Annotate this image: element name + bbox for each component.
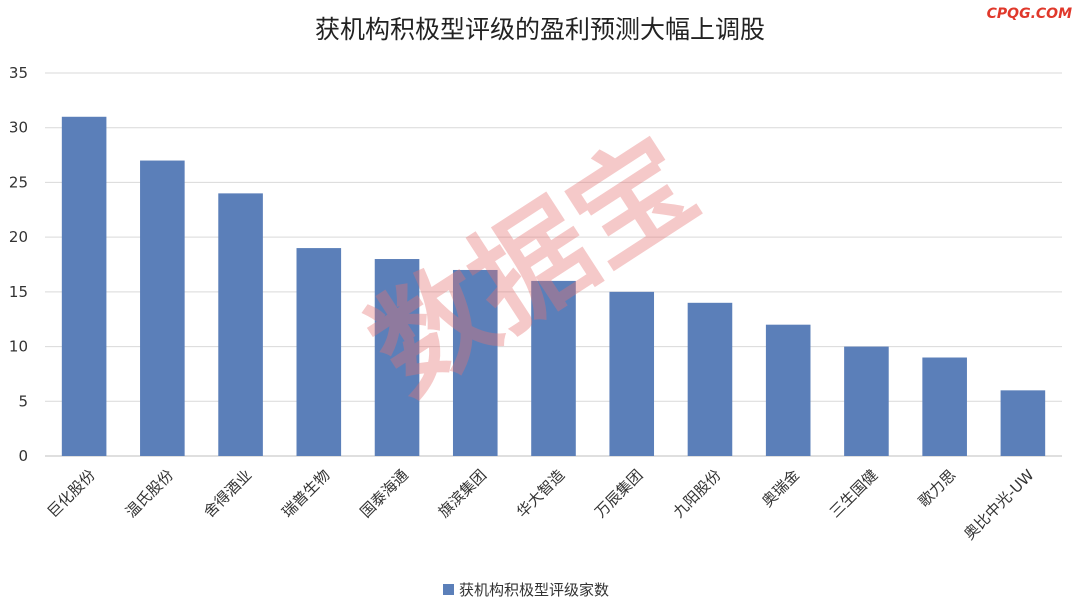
x-category-label: 奥比中光-UW [960, 466, 1037, 543]
y-tick-label: 20 [9, 228, 28, 246]
bar [296, 248, 342, 456]
bar [609, 291, 655, 456]
bar [374, 259, 420, 456]
bar [687, 302, 733, 456]
x-category-label: 瑞普生物 [278, 466, 333, 521]
bar [218, 193, 263, 456]
y-tick-label: 25 [9, 173, 28, 191]
bar [61, 116, 107, 457]
legend: 获机构积极型评级家数 [443, 581, 609, 599]
chart-title: 获机构积极型评级的盈利预测大幅上调股 [315, 15, 765, 44]
x-category-label: 九阳股份 [670, 466, 725, 521]
x-category-label: 温氏股份 [122, 466, 177, 521]
y-tick-label: 30 [9, 119, 28, 137]
bar [1000, 390, 1046, 456]
y-tick-label: 5 [18, 392, 28, 410]
bar [140, 160, 185, 457]
bars [61, 116, 1046, 457]
bar [531, 280, 576, 456]
bar [765, 324, 811, 456]
brand-logo: CPQG.COM [987, 6, 1072, 22]
legend-label: 获机构积极型评级家数 [459, 581, 609, 599]
y-tick-label: 15 [9, 283, 28, 301]
x-category-label: 万辰集团 [591, 466, 646, 521]
y-tick-label: 0 [18, 447, 28, 465]
x-category-label: 奥瑞金 [758, 466, 803, 511]
bar [452, 269, 498, 456]
bar [844, 346, 889, 456]
y-tick-label: 35 [9, 64, 28, 82]
x-category-label: 华大智造 [513, 466, 568, 521]
x-category-label: 歌力思 [915, 466, 960, 511]
bar [922, 357, 967, 456]
legend-swatch [443, 584, 454, 595]
y-axis-ticks: 0 5 10 15 20 25 30 35 [9, 64, 28, 465]
x-category-label: 国泰海通 [357, 466, 412, 521]
x-category-label: 旗滨集团 [435, 466, 490, 521]
x-category-label: 巨化股份 [44, 466, 99, 521]
y-tick-label: 10 [9, 338, 28, 356]
x-category-label: 舍得酒业 [200, 466, 255, 521]
x-category-label: 三生国健 [826, 466, 881, 521]
x-axis-labels: 巨化股份 温氏股份 舍得酒业 瑞普生物 国泰海通 旗滨集团 华大智造 万辰集团 九阳股份 奥瑞金三… [44, 466, 1038, 543]
